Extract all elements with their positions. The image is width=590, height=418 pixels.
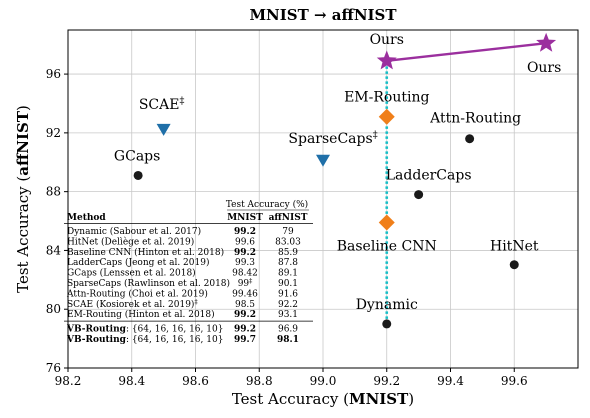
data-labels: GCaps SCAE‡ SparseCaps‡ EM-Routing Baseline … <box>114 32 561 313</box>
point-circle <box>382 319 392 329</box>
y-tick-label: 80 <box>46 302 61 316</box>
y-axis-label: Test Accuracy (affNIST) <box>14 105 32 293</box>
table-cell-affnist: 89.1 <box>278 269 298 279</box>
grid <box>67 30 578 369</box>
axes: 98.2 98.4 98.6 98.8 99.0 99.2 99.4 99.6 76 80 84 88… <box>14 6 579 408</box>
table-cell-method: Baseline CNN (Hinton et al. 2018) <box>67 247 224 258</box>
table-cell-affnist: 96.9 <box>278 325 298 335</box>
table-cell-mnist: 99.46 <box>232 289 258 299</box>
x-tick-label: 99.6 <box>501 374 528 388</box>
point-diamond <box>378 214 395 231</box>
table-cell-mnist: 99.2 <box>234 310 256 320</box>
table-cell-mnist: 99.2 <box>234 227 256 237</box>
point-label: LadderCaps <box>386 168 472 184</box>
x-tick-label: 98.8 <box>246 374 273 388</box>
point-label: Ours <box>527 60 561 76</box>
results-table: Test Accuracy (%) Method MNIST affNIST Dynam… <box>64 199 313 345</box>
table-header-method: Method <box>67 213 106 223</box>
point-circle <box>414 190 424 200</box>
table-cell-affnist: 83.03 <box>275 237 301 247</box>
table-group-header: Test Accuracy (%) <box>226 199 308 210</box>
point-circle <box>133 170 143 180</box>
x-tick-label: 98.6 <box>182 374 209 388</box>
point-triangle <box>316 154 330 167</box>
table-cell-mnist: 99.3 <box>235 258 255 268</box>
x-axis-label: Test Accuracy (MNIST) <box>232 390 414 408</box>
table-cell-affnist: 93.1 <box>278 310 298 320</box>
point-label: Ours <box>370 32 404 48</box>
point-diamond <box>378 108 395 125</box>
x-tick-label: 98.2 <box>55 374 82 388</box>
table-cell-affnist: 91.6 <box>278 289 298 299</box>
point-star <box>376 50 397 70</box>
x-tick-label: 99.0 <box>310 374 337 388</box>
table-cell-mnist: 99.2 <box>234 325 256 335</box>
table-cell-mnist: 99‡ <box>238 278 253 290</box>
table-cell-method: GCaps (Lenssen et al. 2018) <box>67 268 196 279</box>
x-tick-label: 98.4 <box>118 374 145 388</box>
point-label: HitNet <box>490 239 539 255</box>
point-circle <box>465 134 475 144</box>
chart-title: MNIST → affNIST <box>249 6 397 24</box>
table-cell-mnist: 99.7 <box>234 335 256 345</box>
y-tick-label: 88 <box>46 185 61 199</box>
point-label: Dynamic <box>356 297 418 313</box>
connector-lines <box>385 42 547 324</box>
table-cell-mnist: 98.42 <box>232 269 258 279</box>
point-label: EM-Routing <box>344 90 429 106</box>
y-tick-label: 92 <box>46 126 61 140</box>
point-label: SCAE‡ <box>139 95 185 113</box>
table-cell-method: HitNet (Delìège et al. 2019) <box>67 236 194 247</box>
y-tick-label: 76 <box>46 361 61 375</box>
point-label: Attn-Routing <box>429 111 521 127</box>
table-cell-mnist: 99.6 <box>235 237 255 247</box>
point-label: Baseline CNN <box>337 239 437 255</box>
table-cell-affnist: 98.1 <box>277 335 299 345</box>
x-tick-label: 99.4 <box>437 374 464 388</box>
table-cell-method: VB-Routing: {64, 16, 16, 16, 10} <box>66 325 223 335</box>
table-cell-method: SparseCaps (Rawlinson et al. 2018) <box>67 278 230 289</box>
ours-connector <box>386 42 547 63</box>
y-tick-label: 84 <box>46 243 62 257</box>
data-points <box>133 32 557 329</box>
table-cell-method: EM-Routing (Hinton et al. 2018) <box>67 309 215 320</box>
table-cell-affnist: 85.9 <box>278 248 298 258</box>
table-cell-method: SCAE (Kosiorek et al. 2019)‡ <box>67 298 198 310</box>
table-cell-affnist: 87.8 <box>278 258 298 268</box>
table-cell-method: LadderCaps (Jeong et al. 2019) <box>67 257 209 268</box>
table-cell-affnist: 90.1 <box>278 279 298 289</box>
point-label: GCaps <box>114 148 160 164</box>
table-cell-mnist: 98.5 <box>235 300 255 310</box>
point-star <box>536 32 557 52</box>
table-header-mnist: MNIST <box>227 213 263 223</box>
point-triangle <box>156 123 171 136</box>
table-cell-method: Attn-Routing (Choi et al. 2019) <box>66 288 208 299</box>
x-tick-label: 99.2 <box>373 374 400 388</box>
table-cell-method: VB-Routing: {64, 16, 16, 16, 10} <box>66 335 223 345</box>
table-cell-affnist: 92.2 <box>278 300 298 310</box>
table-cell-mnist: 99.2 <box>234 248 256 258</box>
point-label: SparseCaps‡ <box>288 129 377 147</box>
table-header-affnist: affNIST <box>269 213 308 223</box>
y-tick-label: 96 <box>46 67 61 81</box>
point-circle <box>509 260 519 270</box>
table-cell-method: Dynamic (Sabour et al. 2017) <box>67 226 201 237</box>
table-cell-affnist: 79 <box>282 227 294 237</box>
